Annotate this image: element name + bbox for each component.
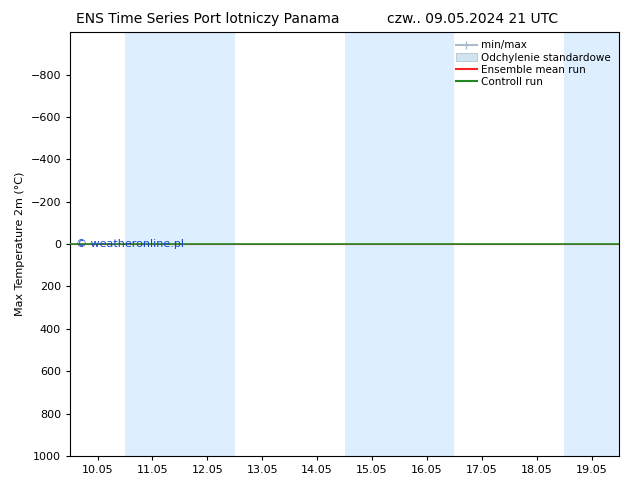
Legend: min/max, Odchylenie standardowe, Ensemble mean run, Controll run: min/max, Odchylenie standardowe, Ensembl… bbox=[453, 37, 614, 90]
Y-axis label: Max Temperature 2m (°C): Max Temperature 2m (°C) bbox=[15, 172, 25, 316]
Text: © weatheronline.pl: © weatheronline.pl bbox=[75, 239, 184, 249]
Bar bbox=[564, 32, 619, 456]
Text: ENS Time Series Port lotniczy Panama: ENS Time Series Port lotniczy Panama bbox=[76, 12, 340, 26]
Bar bbox=[344, 32, 455, 456]
Text: czw.. 09.05.2024 21 UTC: czw.. 09.05.2024 21 UTC bbox=[387, 12, 558, 26]
Bar bbox=[125, 32, 235, 456]
